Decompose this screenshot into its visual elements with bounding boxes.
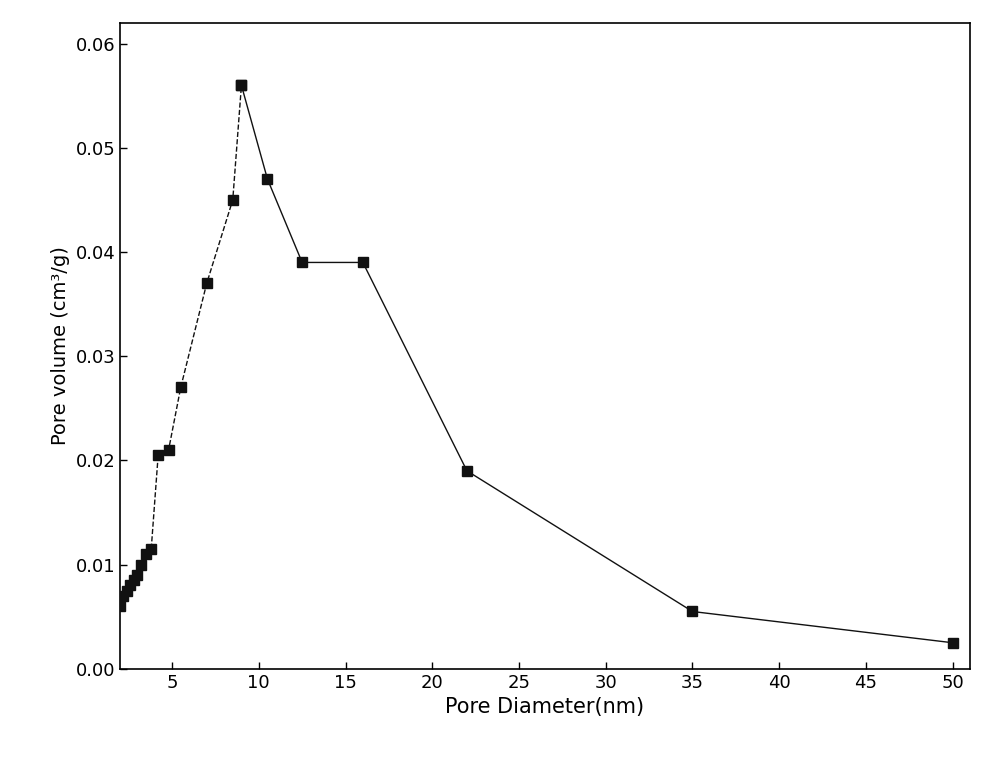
- Y-axis label: Pore volume (cm³/g): Pore volume (cm³/g): [51, 246, 70, 445]
- X-axis label: Pore Diameter(nm): Pore Diameter(nm): [445, 697, 645, 717]
